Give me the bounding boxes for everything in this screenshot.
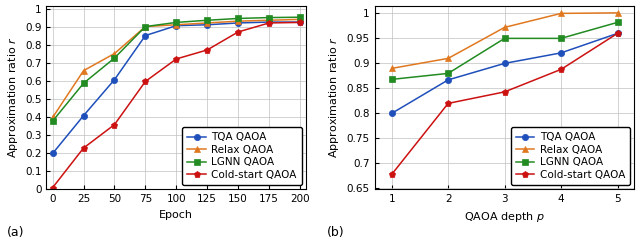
Relax QAOA xyxy=(296,18,304,21)
Relax QAOA xyxy=(80,69,88,72)
Cold-start QAOA xyxy=(172,58,180,61)
LGNN QAOA xyxy=(614,21,621,24)
Cold-start QAOA xyxy=(204,49,211,51)
Relax QAOA xyxy=(141,25,149,28)
LGNN QAOA xyxy=(296,16,304,19)
Cold-start QAOA xyxy=(296,21,304,24)
Relax QAOA xyxy=(557,12,565,15)
Line: Relax QAOA: Relax QAOA xyxy=(388,10,621,71)
LGNN QAOA xyxy=(172,21,180,24)
TQA QAOA xyxy=(204,23,211,26)
TQA QAOA xyxy=(500,62,508,65)
LGNN QAOA xyxy=(80,82,88,85)
LGNN QAOA xyxy=(388,78,396,81)
TQA QAOA xyxy=(296,20,304,23)
Line: TQA QAOA: TQA QAOA xyxy=(49,19,303,157)
TQA QAOA xyxy=(234,21,242,24)
TQA QAOA xyxy=(49,152,56,155)
LGNN QAOA xyxy=(141,25,149,28)
Cold-start QAOA xyxy=(80,147,88,150)
Relax QAOA xyxy=(204,21,211,24)
X-axis label: QAOA depth $p$: QAOA depth $p$ xyxy=(464,210,545,224)
Relax QAOA xyxy=(172,23,180,26)
Relax QAOA xyxy=(234,20,242,23)
Cold-start QAOA xyxy=(141,80,149,83)
Cold-start QAOA xyxy=(49,186,56,189)
LGNN QAOA xyxy=(500,37,508,40)
X-axis label: Epoch: Epoch xyxy=(159,210,193,220)
TQA QAOA xyxy=(141,34,149,37)
Legend: TQA QAOA, Relax QAOA, LGNN QAOA, Cold-start QAOA: TQA QAOA, Relax QAOA, LGNN QAOA, Cold-st… xyxy=(511,127,630,185)
TQA QAOA xyxy=(111,78,118,81)
Line: Cold-start QAOA: Cold-start QAOA xyxy=(388,30,621,178)
Cold-start QAOA xyxy=(500,91,508,93)
Cold-start QAOA xyxy=(444,102,452,105)
Relax QAOA xyxy=(444,57,452,60)
TQA QAOA xyxy=(614,32,621,35)
Relax QAOA xyxy=(111,52,118,55)
Line: Relax QAOA: Relax QAOA xyxy=(49,16,303,121)
LGNN QAOA xyxy=(111,57,118,60)
Line: Cold-start QAOA: Cold-start QAOA xyxy=(49,19,303,191)
TQA QAOA xyxy=(388,112,396,115)
Cold-start QAOA xyxy=(111,123,118,126)
Line: LGNN QAOA: LGNN QAOA xyxy=(49,14,303,124)
Relax QAOA xyxy=(388,67,396,70)
Cold-start QAOA xyxy=(614,32,621,35)
LGNN QAOA xyxy=(265,16,273,19)
Y-axis label: Approximation ratio $r$: Approximation ratio $r$ xyxy=(6,37,20,158)
Cold-start QAOA xyxy=(388,173,396,176)
Cold-start QAOA xyxy=(557,68,565,71)
LGNN QAOA xyxy=(234,17,242,20)
Relax QAOA xyxy=(49,116,56,119)
Line: TQA QAOA: TQA QAOA xyxy=(388,30,621,116)
LGNN QAOA xyxy=(444,72,452,75)
TQA QAOA xyxy=(557,51,565,54)
Line: LGNN QAOA: LGNN QAOA xyxy=(388,19,621,82)
LGNN QAOA xyxy=(49,120,56,122)
Cold-start QAOA xyxy=(234,30,242,33)
Relax QAOA xyxy=(500,26,508,29)
Relax QAOA xyxy=(614,11,621,14)
TQA QAOA xyxy=(265,20,273,23)
LGNN QAOA xyxy=(204,19,211,22)
Legend: TQA QAOA, Relax QAOA, LGNN QAOA, Cold-start QAOA: TQA QAOA, Relax QAOA, LGNN QAOA, Cold-st… xyxy=(182,127,302,185)
Text: (b): (b) xyxy=(326,226,344,239)
Text: (a): (a) xyxy=(6,226,24,239)
TQA QAOA xyxy=(172,24,180,27)
LGNN QAOA xyxy=(557,37,565,40)
Cold-start QAOA xyxy=(265,21,273,24)
TQA QAOA xyxy=(444,78,452,81)
TQA QAOA xyxy=(80,114,88,117)
Y-axis label: Approximation ratio $r$: Approximation ratio $r$ xyxy=(327,37,341,158)
Relax QAOA xyxy=(265,19,273,22)
